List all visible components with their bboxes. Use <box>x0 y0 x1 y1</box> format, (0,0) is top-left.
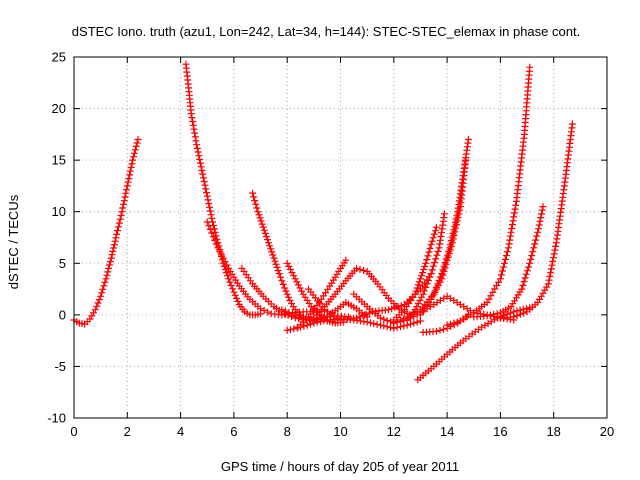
series-4 <box>249 189 310 322</box>
series-18 <box>443 63 534 329</box>
series-16-markers <box>419 311 472 336</box>
series-21-markers <box>278 299 371 325</box>
series-2-markers <box>182 60 264 319</box>
x-tick-label: 20 <box>600 424 614 439</box>
y-tick-label: -10 <box>47 411 66 426</box>
x-tick-label: 14 <box>440 424 454 439</box>
series-21 <box>278 299 371 325</box>
series-19 <box>470 203 547 321</box>
y-tick-label: 10 <box>52 204 66 219</box>
x-tick-label: 18 <box>546 424 560 439</box>
series-16 <box>419 311 472 336</box>
series-18-markers <box>443 63 534 329</box>
series-2 <box>182 60 264 319</box>
y-tick-label: 0 <box>59 307 66 322</box>
y-tick-label: 20 <box>52 101 66 116</box>
y-tick-label: -5 <box>54 359 66 374</box>
x-tick-label: 6 <box>230 424 237 439</box>
series-20 <box>496 120 576 322</box>
y-tick-label: 15 <box>52 153 66 168</box>
x-tick-label: 0 <box>70 424 77 439</box>
series-15 <box>416 156 470 319</box>
chart-title: dSTEC Iono. truth (azu1, Lon=242, Lat=34… <box>72 24 580 39</box>
x-tick-label: 8 <box>284 424 291 439</box>
x-tick-label: 16 <box>493 424 507 439</box>
axis-ticks: 0 2 4 6 8 10 12 14 16 18 20 -10 -5 0 5 10 15 20 25 <box>47 50 614 440</box>
series-4-markers <box>249 189 310 322</box>
series-19-markers <box>470 203 547 321</box>
x-tick-label: 10 <box>333 424 347 439</box>
series-15-markers <box>416 156 470 319</box>
series-6-markers <box>283 259 347 327</box>
x-tick-label: 4 <box>177 424 184 439</box>
series-1-markers <box>70 136 142 328</box>
y-tick-label: 5 <box>59 256 66 271</box>
y-tick-label: 25 <box>52 50 66 65</box>
series-20-markers <box>496 120 576 322</box>
data-points <box>70 60 576 384</box>
series-1 <box>70 136 142 328</box>
y-axis-label: dSTEC / TECUs <box>6 194 21 289</box>
series-6 <box>283 259 347 327</box>
x-tick-label: 12 <box>387 424 401 439</box>
x-axis-label: GPS time / hours of day 205 of year 2011 <box>221 459 459 474</box>
x-tick-label: 2 <box>124 424 131 439</box>
